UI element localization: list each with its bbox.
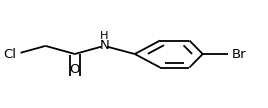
- Text: Cl: Cl: [3, 48, 16, 60]
- Text: N: N: [99, 39, 109, 52]
- Text: Br: Br: [232, 48, 247, 60]
- Text: O: O: [70, 63, 80, 76]
- Text: H: H: [100, 31, 108, 41]
